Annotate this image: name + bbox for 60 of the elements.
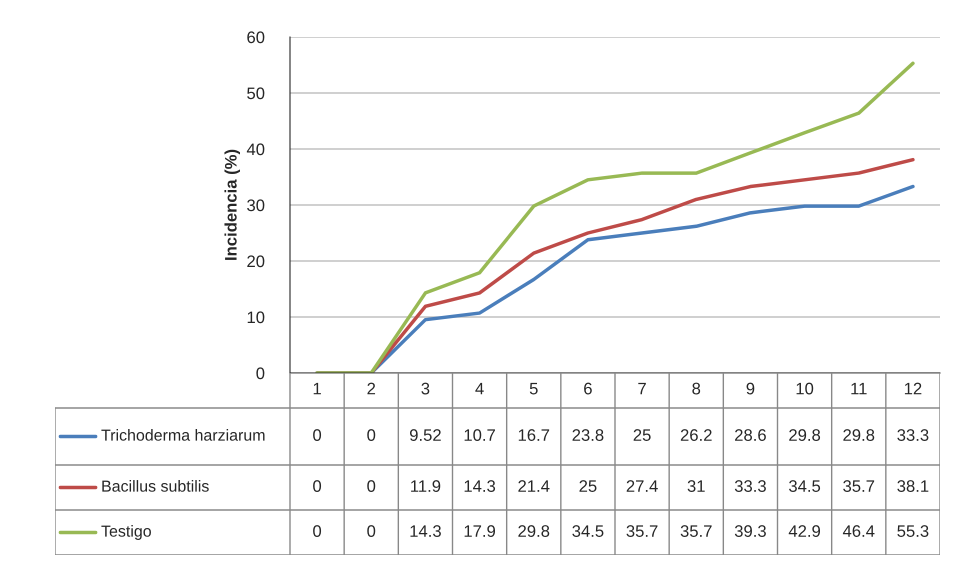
- data-label: 42.9: [788, 525, 820, 537]
- y-tick-label: 60: [247, 31, 264, 44]
- data-label: 27.4: [626, 480, 658, 492]
- data-label: 0: [313, 525, 322, 537]
- data-label: 10.7: [464, 429, 495, 441]
- data-label: 11.9: [411, 480, 440, 492]
- x-tick-label: 2: [367, 382, 376, 394]
- data-label: 35.7: [626, 525, 658, 537]
- data-label: 34.5: [789, 480, 820, 492]
- line-series: [315, 62, 915, 373]
- y-tick-label: 30: [247, 199, 264, 212]
- data-label: 26.2: [680, 429, 712, 441]
- data-label: 0: [313, 429, 322, 441]
- data-label: 33.3: [734, 480, 766, 492]
- y-tick-label: 50: [247, 87, 264, 100]
- data-label: 0: [367, 429, 376, 441]
- x-tick-label: 5: [530, 382, 538, 394]
- data-label: 0: [313, 480, 322, 492]
- data-label: 29.8: [518, 525, 550, 537]
- data-label: 28.6: [735, 429, 766, 441]
- data-label: 9.52: [410, 429, 441, 441]
- data-label: 29.8: [843, 429, 874, 441]
- data-label: 35.7: [843, 480, 874, 492]
- data-label: 46.4: [842, 525, 874, 537]
- data-label: 16.7: [518, 429, 550, 441]
- y-axis-title: Incidencia (%): [224, 150, 240, 260]
- data-label: 23.8: [572, 429, 604, 441]
- x-tick-label: 3: [421, 382, 430, 394]
- x-tick-label: 10: [796, 382, 814, 394]
- data-label: 33.3: [897, 429, 928, 441]
- x-tick-label: 7: [638, 382, 646, 394]
- legend-label: Bacillus subtilis: [102, 480, 209, 492]
- data-label: 25: [634, 429, 651, 441]
- data-label: 14.3: [464, 480, 496, 492]
- data-label: 17.9: [464, 525, 496, 537]
- x-tick-label: 1: [314, 382, 321, 394]
- data-label: 34.5: [572, 525, 604, 537]
- data-label: 55.3: [897, 525, 928, 537]
- data-label: 21.4: [518, 480, 550, 492]
- data-label: 35.7: [680, 525, 712, 537]
- x-tick-label: 11: [851, 382, 867, 394]
- x-tick-label: 12: [904, 382, 922, 394]
- data-label: 25: [579, 480, 596, 492]
- data-label: 29.8: [789, 429, 820, 441]
- x-tick-label: 9: [746, 382, 754, 394]
- x-tick-label: 8: [692, 382, 700, 394]
- data-label: 0: [367, 480, 376, 492]
- data-label: 14.3: [410, 525, 441, 537]
- y-tick-label: 40: [246, 143, 264, 156]
- data-label: 39.3: [734, 525, 766, 537]
- y-tick-label: 20: [247, 255, 264, 268]
- legend-label: Trichoderma harziarum: [101, 429, 264, 441]
- y-tick-label: 10: [248, 311, 264, 324]
- data-label: 31: [688, 480, 705, 492]
- x-tick-label: 4: [475, 382, 484, 394]
- data-label: 38.1: [897, 480, 928, 492]
- y-tick-label: 0: [256, 367, 264, 380]
- legend-label: Testigo: [101, 525, 151, 540]
- data-label: 0: [367, 525, 376, 537]
- x-tick-label: 6: [584, 382, 592, 394]
